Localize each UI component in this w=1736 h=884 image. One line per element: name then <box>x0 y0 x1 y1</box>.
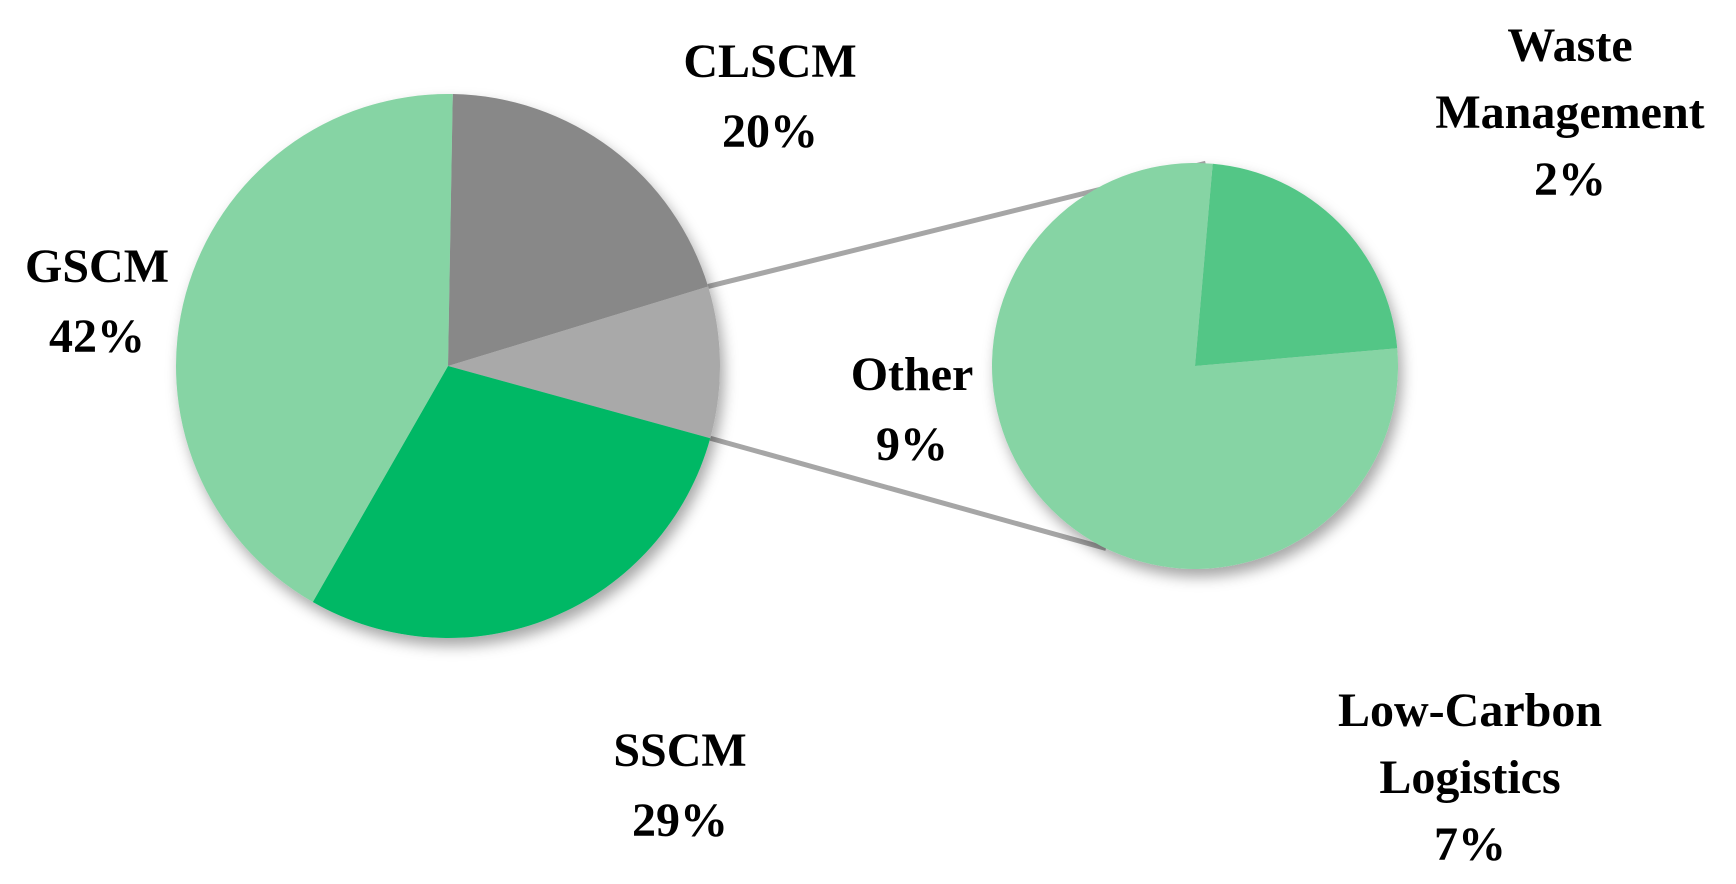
slice-label-lowcarbon-value: 7% <box>1434 818 1506 871</box>
slice-label-other-value: 9% <box>876 418 948 471</box>
slice-label-waste-line2: Management <box>1435 86 1704 139</box>
slice-label-sscm-name: SSCM <box>613 724 746 777</box>
main-pie <box>175 94 720 638</box>
slice-label-clscm-name: CLSCM <box>683 35 856 88</box>
slice-label-other-name: Other <box>851 348 974 401</box>
main-slice-sscm <box>312 366 711 638</box>
slice-label-waste-value: 2% <box>1534 153 1606 206</box>
slice-label-gscm-value: 42% <box>49 310 145 363</box>
main-slice-other <box>448 286 720 439</box>
secondary-pie <box>991 163 1398 569</box>
slice-label-lowcarbon-line2: Logistics <box>1379 751 1560 804</box>
secondary-slice-low-carbon-logistics <box>991 163 1398 569</box>
main-slice-clscm <box>448 94 709 366</box>
slice-label-lowcarbon-line1: Low-Carbon <box>1338 684 1602 737</box>
main-slice-gscm <box>175 94 453 603</box>
slice-label-clscm-value: 20% <box>722 105 818 158</box>
slice-label-sscm-value: 29% <box>632 794 728 847</box>
slice-label-waste-line1: Waste <box>1507 19 1632 72</box>
slice-label-gscm-name: GSCM <box>25 240 169 293</box>
secondary-slice-waste-management <box>1195 163 1398 366</box>
connector-line-bottom <box>709 435 1107 551</box>
